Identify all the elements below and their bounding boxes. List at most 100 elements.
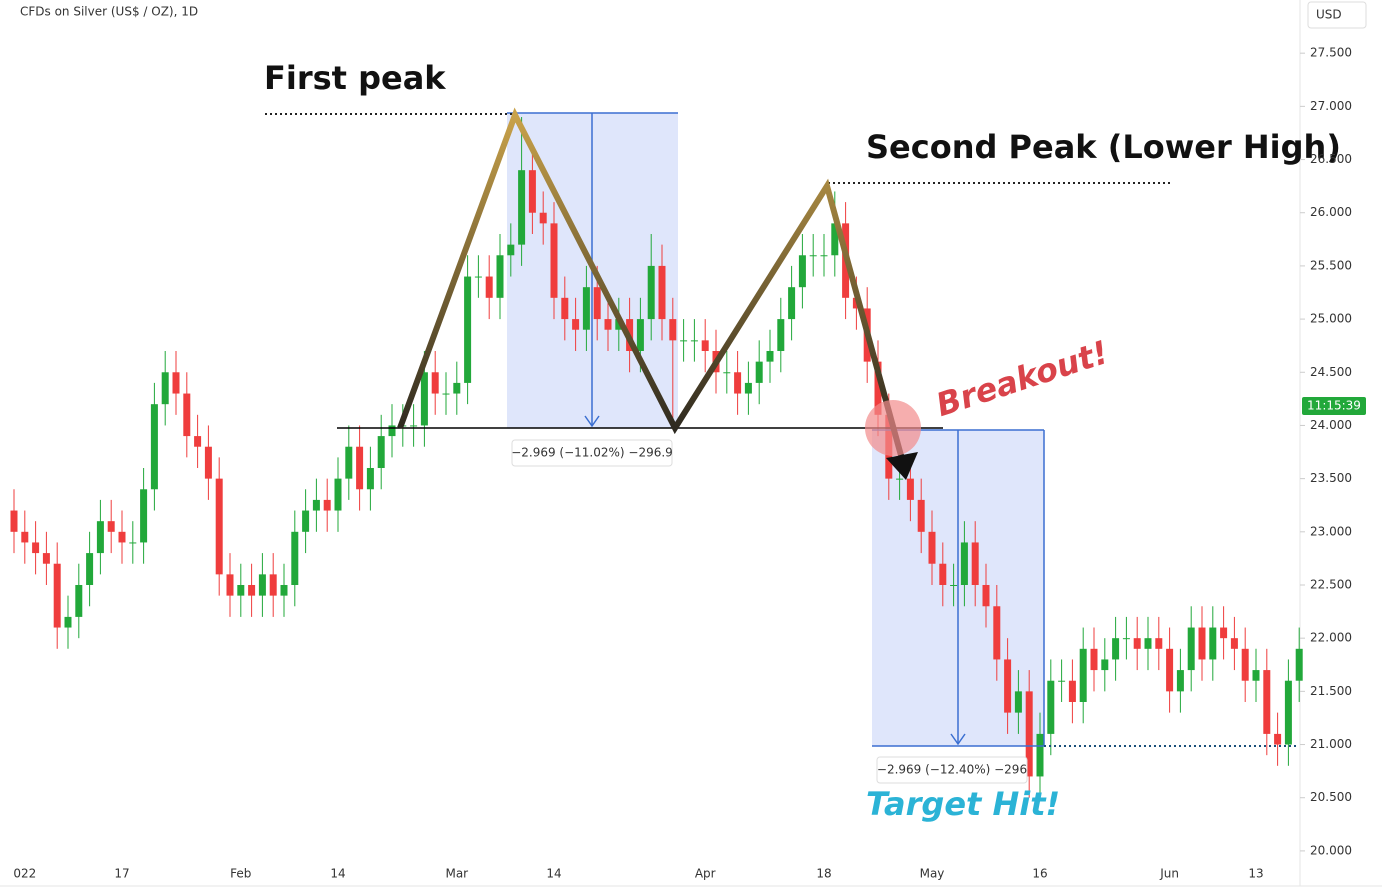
candle-body — [53, 563, 61, 628]
y-tick-label: 25.500 — [1310, 258, 1352, 272]
candle-body — [42, 553, 50, 564]
x-tick-label: Mar — [445, 867, 468, 881]
candle-body — [960, 542, 968, 585]
annotation: First peak — [264, 59, 446, 97]
breakout-marker — [865, 400, 921, 456]
candle-body — [1144, 638, 1152, 649]
measure-label: −2.969 (−12.40%) −296 — [877, 763, 1027, 777]
candle-body — [928, 531, 936, 564]
candle-body — [226, 574, 234, 596]
candle-body — [215, 478, 223, 575]
candle-body — [507, 244, 515, 256]
x-tick-label: 14 — [546, 867, 561, 881]
x-tick-label: May — [920, 867, 945, 881]
x-tick-label: Apr — [695, 867, 716, 881]
candle-body — [410, 425, 418, 427]
candle-body — [690, 340, 698, 342]
y-tick-label: 23.000 — [1310, 524, 1352, 538]
candle-body — [1068, 680, 1076, 702]
measure-arrow — [950, 733, 966, 746]
y-tick-label: 26.500 — [1310, 152, 1352, 166]
candle-body — [809, 255, 817, 257]
candle-body — [896, 478, 904, 480]
measure-arrow — [584, 415, 600, 428]
candle-body — [183, 393, 191, 437]
candle-body — [75, 584, 83, 617]
candle-body — [1230, 638, 1238, 649]
y-tick-label: 20.000 — [1310, 843, 1352, 857]
candle-body — [323, 499, 331, 511]
candle-body — [1241, 648, 1249, 681]
candle-body — [302, 510, 310, 532]
candle-body — [820, 255, 828, 257]
candle-body — [150, 404, 158, 490]
x-tick-label: 022 — [13, 867, 36, 881]
candle-body — [788, 287, 796, 320]
candle-body — [377, 436, 385, 468]
candle-body — [1295, 648, 1303, 681]
candle-body — [572, 319, 580, 330]
candle-body — [496, 255, 504, 298]
candle-body — [982, 584, 990, 607]
candle-body — [32, 542, 40, 554]
chart-title: CFDs on Silver (US$ / OZ), 1D — [20, 5, 198, 19]
arrow-head — [886, 452, 918, 480]
candle-body — [1079, 648, 1087, 702]
x-tick-label: Feb — [230, 867, 251, 881]
measure-label-box — [876, 756, 1028, 784]
candle-body — [798, 255, 806, 288]
candle-body — [388, 425, 396, 437]
candle-body — [485, 276, 493, 298]
candle-body — [172, 372, 180, 394]
y-tick-label: 27.000 — [1310, 99, 1352, 113]
candle-body — [291, 531, 299, 585]
candle-body — [1036, 733, 1044, 777]
candle-body — [161, 372, 169, 405]
x-tick-label: 18 — [816, 867, 831, 881]
measure-label-box — [511, 439, 673, 467]
candle-body — [1122, 638, 1130, 640]
candle-body — [604, 319, 612, 330]
candle-body — [1014, 691, 1022, 713]
candle-body — [420, 372, 428, 426]
y-tick-label: 24.500 — [1310, 365, 1352, 379]
candle-body — [118, 531, 126, 543]
candle-body — [647, 265, 655, 320]
annotation: Target Hit! — [866, 785, 1060, 823]
candle-body — [874, 361, 882, 415]
y-tick-label: 24.000 — [1310, 418, 1352, 432]
candle-body — [345, 446, 353, 479]
x-tick-label: 16 — [1032, 867, 1047, 881]
candle-body — [831, 223, 839, 256]
y-tick-label: 25.000 — [1310, 312, 1352, 326]
candle-body — [680, 340, 688, 342]
candle-body — [86, 553, 94, 585]
candle-body — [356, 446, 364, 490]
y-tick-label: 22.000 — [1310, 631, 1352, 645]
candle-body — [1198, 627, 1206, 660]
currency: USD — [1316, 8, 1342, 22]
candle-body — [453, 382, 461, 394]
countdown: 11:15:39 — [1307, 399, 1361, 413]
x-tick-label: Jun — [1159, 867, 1179, 881]
candle-body — [518, 170, 526, 245]
candle-body — [917, 499, 925, 532]
candle-body — [1220, 627, 1228, 639]
y-tick-label: 20.500 — [1310, 790, 1352, 804]
candle-body — [258, 574, 266, 596]
candle-body — [777, 319, 785, 351]
currency-box — [1307, 1, 1367, 29]
candle-body — [734, 372, 742, 394]
y-tick-label: 22.500 — [1310, 577, 1352, 591]
candle-body — [593, 287, 601, 320]
candle-body — [248, 584, 256, 596]
candle-body — [1025, 691, 1033, 777]
candle-body — [107, 521, 115, 532]
candle-body — [582, 287, 590, 330]
y-tick-label: 23.500 — [1310, 471, 1352, 485]
candle-body — [64, 616, 72, 628]
candle-body — [1263, 670, 1271, 734]
candle-body — [744, 382, 752, 394]
candle-body — [1004, 659, 1012, 713]
candle-body — [1176, 670, 1184, 692]
